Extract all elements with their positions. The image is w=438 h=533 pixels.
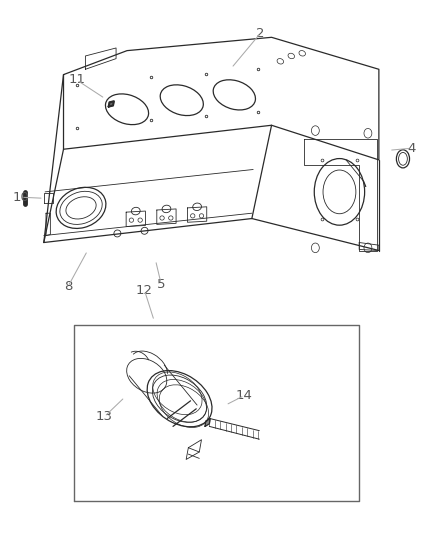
Text: 4: 4	[407, 142, 416, 155]
Polygon shape	[205, 418, 210, 426]
Text: 8: 8	[64, 280, 72, 293]
Text: 13: 13	[96, 410, 113, 423]
Text: 10: 10	[13, 191, 29, 204]
Text: 11: 11	[68, 74, 85, 86]
Text: 5: 5	[157, 278, 166, 290]
Polygon shape	[109, 101, 114, 107]
Text: 12: 12	[136, 284, 153, 297]
Text: 14: 14	[236, 389, 253, 402]
Text: 2: 2	[256, 27, 265, 39]
